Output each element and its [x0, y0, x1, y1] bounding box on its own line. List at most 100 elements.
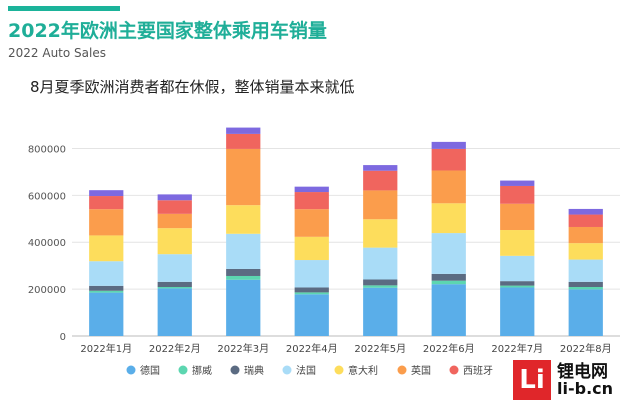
bar-segment [363, 190, 398, 220]
bar-segment [294, 287, 329, 293]
bar-segment [568, 287, 603, 290]
bar-segment [363, 279, 398, 286]
y-tick-label: 400000 [28, 238, 66, 249]
legend-swatch [178, 365, 188, 375]
legend-label: 法国 [296, 364, 316, 377]
bar-segment [294, 186, 329, 193]
legend-swatch [230, 365, 240, 375]
bar-segment [431, 170, 466, 204]
bar-segment [226, 148, 261, 206]
y-tick-label: 200000 [28, 285, 66, 296]
bar-segment [157, 228, 192, 255]
bar-segment [226, 205, 261, 234]
bar-segment [431, 203, 466, 234]
watermark: Li 锂电网 li-b.cn [505, 355, 633, 402]
legend-swatch [282, 365, 292, 375]
bar-segment [500, 203, 535, 231]
bar-segment [568, 259, 603, 282]
x-tick-label: 2022年7月 [491, 342, 543, 355]
bar-segment [431, 141, 466, 149]
bar-segment [294, 260, 329, 288]
bar-segment [89, 261, 124, 286]
bar-segment [226, 127, 261, 134]
bar-segment [226, 275, 261, 280]
bar-segment [568, 289, 603, 336]
y-tick-label: 0 [60, 332, 66, 343]
x-tick-label: 2022年5月 [354, 342, 406, 355]
bar-segment [363, 247, 398, 280]
legend-label: 意大利 [348, 364, 378, 377]
title-accent-bar [8, 6, 120, 11]
bar-segment [89, 190, 124, 197]
bar-segment [363, 170, 398, 191]
bar-segment [294, 192, 329, 210]
legend-swatch [449, 365, 459, 375]
page-subtitle: 2022 Auto Sales [8, 46, 106, 60]
bar-segment [89, 196, 124, 210]
page-title: 2022年欧洲主要国家整体乘用车销量 [8, 20, 327, 42]
bar-segment [500, 185, 535, 204]
bar-segment [226, 233, 261, 269]
bar-segment [568, 208, 603, 215]
bar-segment [363, 287, 398, 336]
bar-segment [500, 281, 535, 286]
bar-segment [431, 233, 466, 274]
legend-label: 挪威 [192, 364, 212, 377]
bar-segment [157, 281, 192, 288]
x-tick-label: 2022年8月 [560, 342, 612, 355]
bar-segment [89, 209, 124, 236]
bar-segment [294, 209, 329, 237]
bar-segment [157, 200, 192, 214]
bar-segment [157, 254, 192, 282]
bar-segment [89, 290, 124, 293]
bar-segment [431, 280, 466, 285]
bar-segment [500, 180, 535, 186]
chart-note: 8月夏季欧洲消费者都在休假，整体销量本来就低 [30, 78, 355, 96]
legend-swatch [334, 365, 344, 375]
bar-segment [363, 219, 398, 248]
bar-segment [157, 194, 192, 201]
bar-segment [500, 230, 535, 256]
bar-segment [157, 287, 192, 289]
y-tick-label: 600000 [28, 191, 66, 202]
bar-segment [500, 287, 535, 336]
bar-segment [500, 285, 535, 288]
legend-label: 瑞典 [244, 364, 264, 377]
bar-segment [226, 268, 261, 276]
legend-label: 英国 [411, 364, 431, 377]
bar-segment [226, 133, 261, 149]
x-tick-label: 2022年6月 [423, 342, 475, 355]
bar-segment [157, 213, 192, 229]
bar-segment [500, 255, 535, 282]
bar-segment [431, 284, 466, 336]
x-tick-label: 2022年3月 [217, 342, 269, 355]
bar-segment [568, 226, 603, 244]
watermark-text: 锂电网 [557, 362, 608, 382]
x-tick-label: 2022年4月 [286, 342, 338, 355]
bar-segment [568, 281, 603, 288]
y-tick-label: 800000 [28, 144, 66, 155]
watermark-url: li-b.cn [557, 379, 614, 398]
bar-segment [568, 214, 603, 227]
bar-segment [363, 285, 398, 288]
bar-segment [294, 292, 329, 295]
bar-segment [89, 235, 124, 262]
bar-segment [294, 236, 329, 261]
bar-segment [89, 285, 124, 291]
bar-segment [431, 148, 466, 171]
legend-swatch [397, 365, 407, 375]
x-tick-label: 2022年1月 [80, 342, 132, 355]
bar-segment [89, 292, 124, 336]
x-tick-label: 2022年2月 [149, 342, 201, 355]
bar-segment [431, 273, 466, 281]
legend-swatch [126, 365, 136, 375]
bar-segment [294, 294, 329, 336]
watermark-logo: Li [513, 360, 551, 400]
bar-segment [568, 243, 603, 260]
bar-segment [226, 279, 261, 336]
bar-segment [363, 165, 398, 171]
legend-label: 西班牙 [463, 365, 493, 377]
legend-label: 德国 [140, 364, 160, 377]
bar-segment [157, 288, 192, 336]
